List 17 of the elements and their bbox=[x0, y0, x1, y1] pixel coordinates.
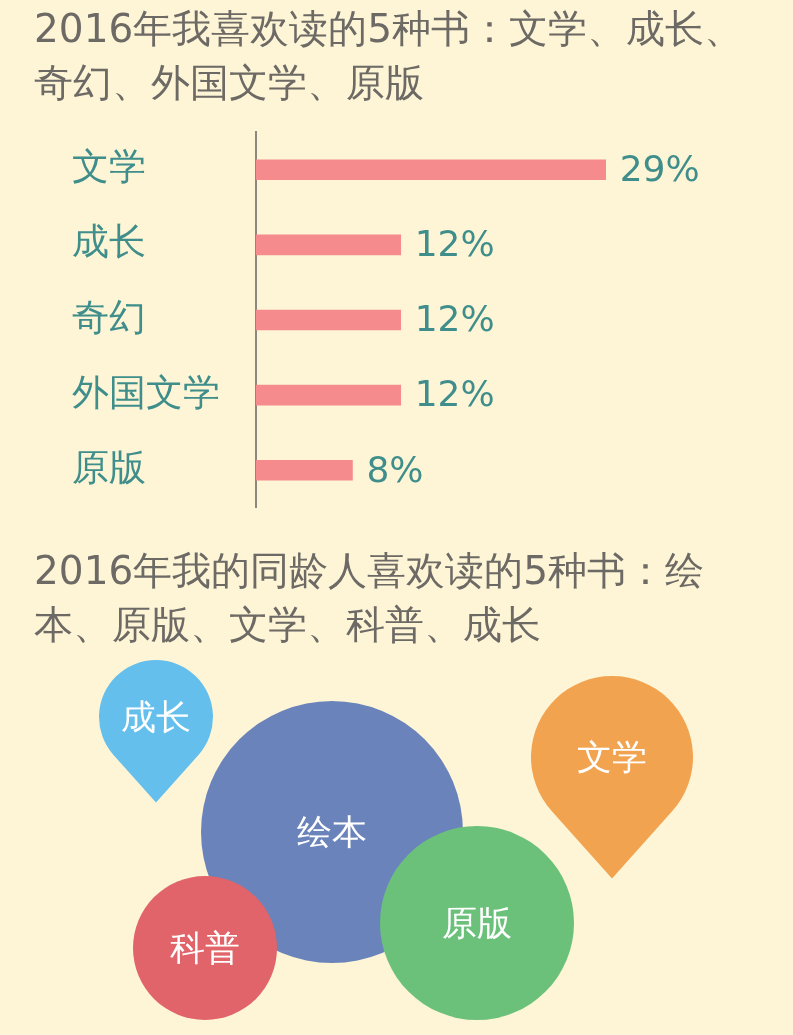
category-label: 科普 bbox=[170, 928, 240, 968]
text: 2016年我的同龄人喜欢读的5种书：绘本、原版、文学、科普、成长 bbox=[34, 547, 706, 649]
y-tick-label: 外国文学 bbox=[72, 370, 220, 414]
data-label: 12% bbox=[414, 298, 495, 340]
y-tick-label: 原版 bbox=[72, 445, 146, 489]
chart-title: 2016年我喜欢读的5种书：文学、成长、奇幻、外国文学、原版 bbox=[34, 5, 745, 107]
data-label: 12% bbox=[414, 223, 495, 265]
data-label: 12% bbox=[414, 373, 495, 415]
category-label: 绘本 bbox=[297, 812, 367, 852]
data-label: 29% bbox=[619, 148, 700, 190]
y-tick-label: 文学 bbox=[72, 145, 146, 189]
y-tick-label: 奇幻 bbox=[72, 295, 146, 339]
category-label: 成长 bbox=[121, 697, 191, 737]
category-label: 原版 bbox=[442, 903, 512, 943]
category-label: 文学 bbox=[577, 737, 647, 777]
y-tick-label: 成长 bbox=[72, 220, 146, 264]
data-label: 8% bbox=[366, 448, 424, 490]
